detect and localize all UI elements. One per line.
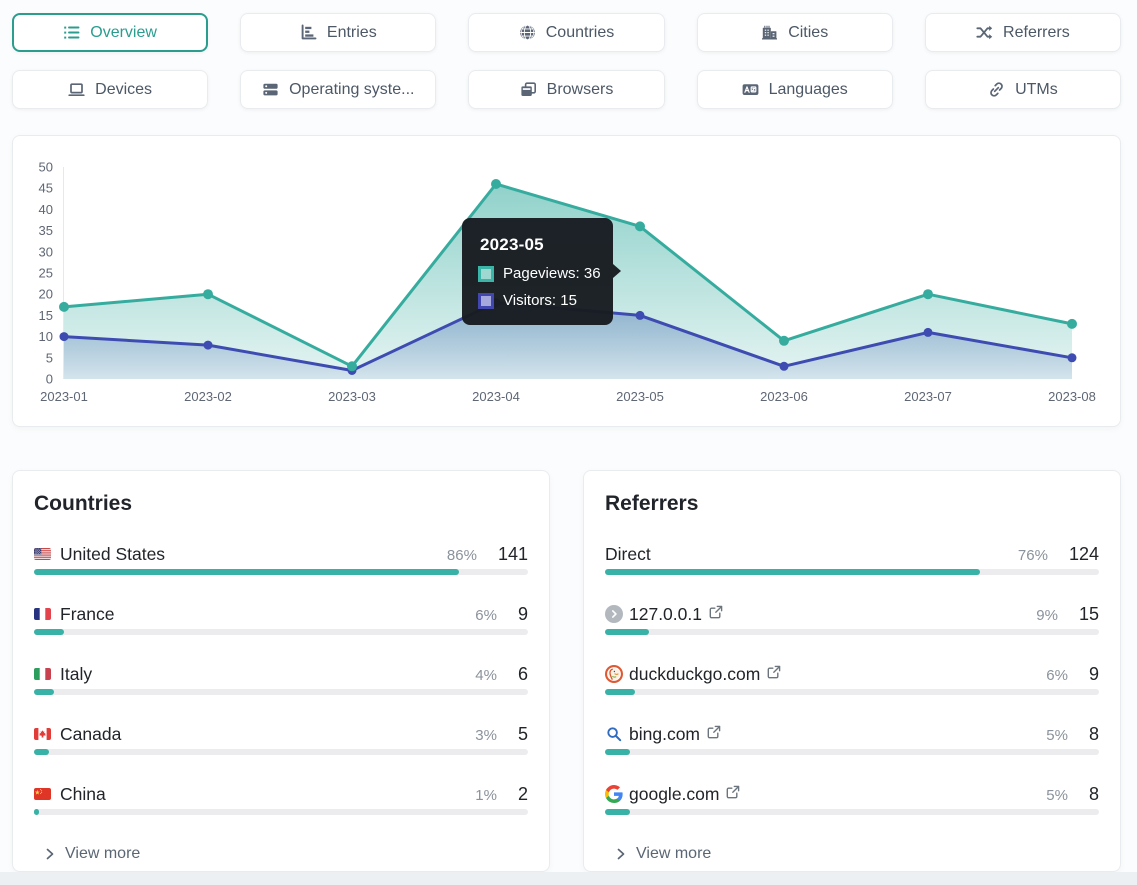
svg-text:25: 25 — [39, 266, 53, 281]
svg-text:40: 40 — [39, 202, 53, 217]
svg-text:2023-06: 2023-06 — [760, 389, 808, 404]
svg-text:30: 30 — [39, 244, 53, 259]
svg-text:2023-05: 2023-05 — [616, 389, 664, 404]
svg-text:35: 35 — [39, 223, 53, 238]
svg-text:50: 50 — [39, 160, 53, 175]
svg-text:45: 45 — [39, 181, 53, 196]
svg-text:0: 0 — [46, 372, 53, 387]
svg-text:2023-03: 2023-03 — [328, 389, 376, 404]
svg-text:2023-04: 2023-04 — [472, 389, 520, 404]
svg-text:10: 10 — [39, 329, 53, 344]
svg-text:2023-08: 2023-08 — [1048, 389, 1096, 404]
svg-text:2023-01: 2023-01 — [40, 389, 88, 404]
svg-text:15: 15 — [39, 308, 53, 323]
svg-text:2023-07: 2023-07 — [904, 389, 952, 404]
svg-text:20: 20 — [39, 287, 53, 302]
svg-text:2023-02: 2023-02 — [184, 389, 232, 404]
svg-text:5: 5 — [46, 350, 53, 365]
